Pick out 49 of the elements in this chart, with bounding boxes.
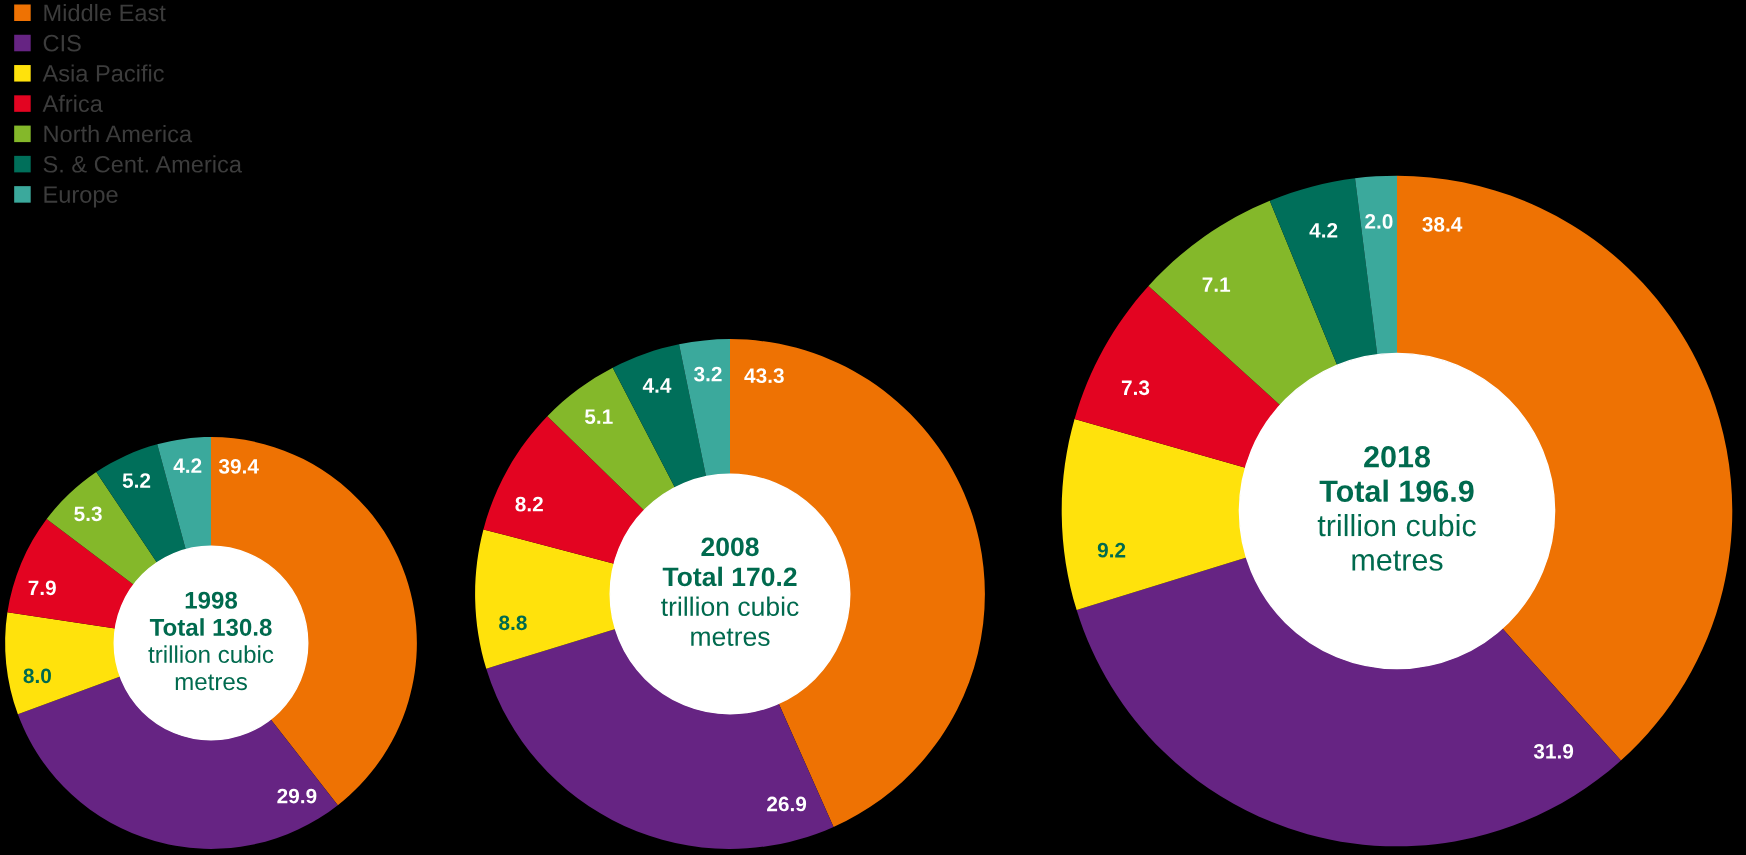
data-label: 5.1 xyxy=(584,409,613,424)
data-label: 8.2 xyxy=(515,496,543,512)
data-label: 7.9 xyxy=(28,580,56,596)
data-label: 38.4 xyxy=(1422,217,1463,232)
legend-label: CIS xyxy=(43,34,81,52)
donut-slice xyxy=(157,437,211,550)
data-label: 3.2 xyxy=(693,366,722,382)
text: metres xyxy=(1352,550,1443,571)
data-label: 4.2 xyxy=(1309,222,1338,238)
text: trillion cubic xyxy=(148,645,274,664)
data-label: 26.9 xyxy=(767,796,807,812)
text: metres xyxy=(691,628,770,646)
data-label: 31.9 xyxy=(1533,743,1574,759)
legend-label: Africa xyxy=(42,94,103,113)
data-label: 29.9 xyxy=(277,788,317,804)
data-label: 8.8 xyxy=(499,615,527,631)
data-label: 8.0 xyxy=(23,668,51,684)
text: Total 196.9 xyxy=(1319,479,1474,502)
text: trillion cubic xyxy=(661,596,799,617)
text: trillion cubic xyxy=(1317,513,1476,537)
donut-slice xyxy=(1355,175,1397,355)
data-label: 39.4 xyxy=(218,458,259,474)
donut-slice xyxy=(475,529,616,669)
data-label: 5.3 xyxy=(74,506,102,522)
donut-slice xyxy=(5,612,121,715)
donut-slice xyxy=(486,629,834,849)
data-label: 4.4 xyxy=(642,378,672,393)
text: 2008 xyxy=(701,537,759,557)
data-label: 7.1 xyxy=(1202,277,1231,292)
legend-label: North America xyxy=(44,125,193,143)
text: 1998 xyxy=(185,591,238,609)
data-label: 9.2 xyxy=(1097,542,1126,558)
data-label: 4.2 xyxy=(173,458,202,473)
legend-label: Europe xyxy=(44,186,118,208)
donut-slice xyxy=(547,367,675,511)
legend-label: Asia Pacific xyxy=(42,64,164,82)
data-label: 5.2 xyxy=(122,473,151,488)
text: Total 170.2 xyxy=(662,566,797,587)
donut-slice xyxy=(1148,200,1338,406)
data-label: 43.3 xyxy=(744,368,784,384)
text: metres xyxy=(175,674,247,691)
data-label: 7.3 xyxy=(1121,380,1150,396)
legend-label: S. & Cent. America xyxy=(43,155,242,173)
data-label: 2.0 xyxy=(1365,214,1393,229)
donut-slice xyxy=(1061,419,1247,610)
legend-label: Middle East xyxy=(44,3,166,22)
donut-slice xyxy=(679,339,730,477)
text: Total 130.8 xyxy=(149,618,272,636)
text: 2018 xyxy=(1364,445,1431,468)
